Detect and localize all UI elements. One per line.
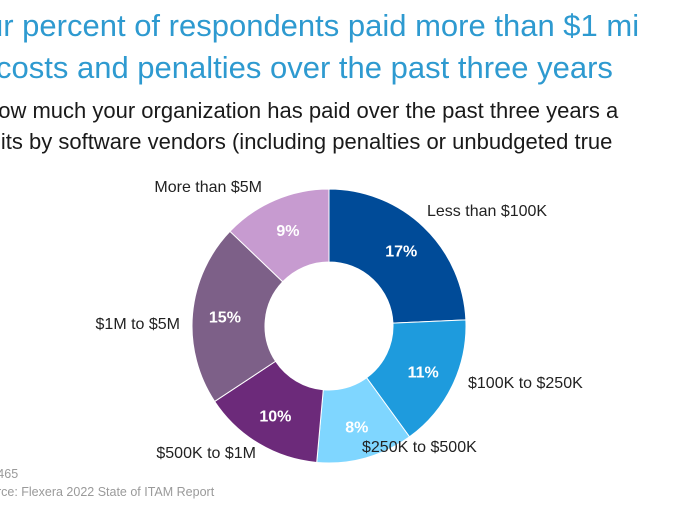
segment-value-label: 8% (345, 420, 368, 437)
donut-segment (229, 188, 330, 283)
source-note: urce: Flexera 2022 State of ITAM Report (0, 485, 215, 499)
segment-category-label: Less than $100K (427, 203, 547, 220)
segment-value-label: 10% (259, 409, 291, 426)
question-line-2: lits by software vendors (including pena… (0, 129, 613, 154)
segment-value-label: 15% (209, 310, 241, 327)
footer: =465 urce: Flexera 2022 State of ITAM Re… (0, 465, 214, 501)
chart-title: ur percent of respondents paid more than… (0, 5, 690, 89)
donut-segment (191, 230, 284, 403)
segment-category-label: $1M to $5M (96, 316, 180, 333)
segment-category-label: $100K to $250K (468, 375, 583, 392)
donut-segment (328, 188, 467, 324)
segment-value-label: 17% (385, 243, 417, 260)
segment-category-label: $250K to $500K (362, 439, 477, 456)
question-line-1: how much your organization has paid over… (0, 98, 619, 123)
title-line-2: costs and penalties over the past three … (0, 50, 613, 85)
segment-category-label: More than $5M (154, 179, 262, 196)
sample-size: =465 (0, 467, 19, 481)
segment-value-label: 11% (408, 364, 439, 381)
survey-question: how much your organization has paid over… (0, 95, 690, 157)
segment-category-label: $500K to $1M (156, 445, 256, 462)
segment-value-label: 9% (276, 223, 299, 240)
title-line-1: ur percent of respondents paid more than… (0, 8, 640, 43)
